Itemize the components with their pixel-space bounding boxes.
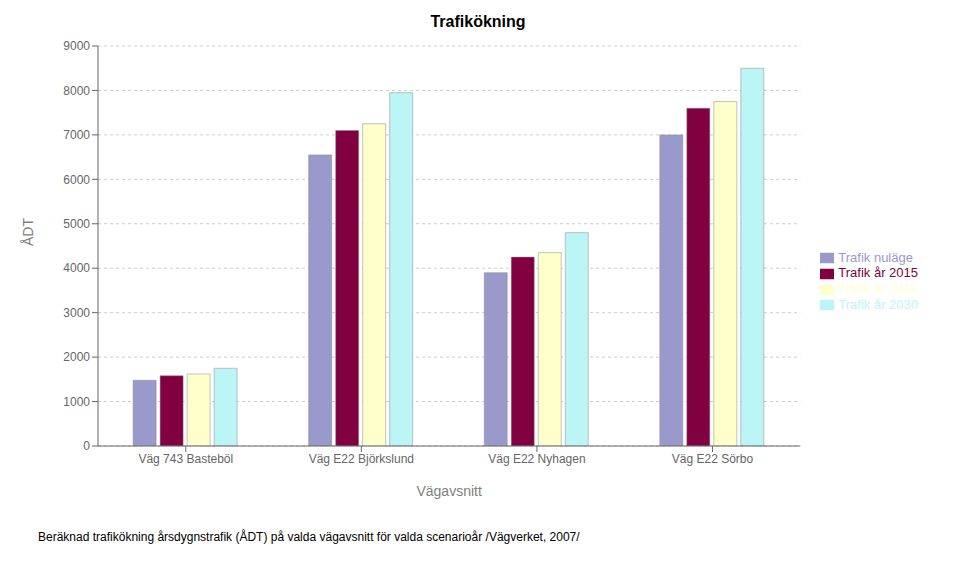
svg-text:4000: 4000 bbox=[63, 261, 90, 275]
svg-text:5000: 5000 bbox=[63, 217, 90, 231]
svg-text:Väg E22 Sörbo: Väg E22 Sörbo bbox=[672, 452, 754, 466]
html-text:Trafik år 2015: Trafik år 2015 bbox=[838, 265, 918, 281]
html-text:Trafik nuläge: Trafik nuläge bbox=[838, 249, 913, 265]
html-text:Beräknad trafikökning årsdygns: Beräknad trafikökning årsdygnstrafik (ÅD… bbox=[38, 530, 580, 544]
svg-text:Vägavsnitt: Vägavsnitt bbox=[416, 483, 481, 499]
svg-text:2000: 2000 bbox=[63, 350, 90, 364]
svg-text:0: 0 bbox=[83, 439, 90, 453]
html-text:Trafik år 2018: Trafik år 2018 bbox=[838, 281, 918, 296]
svg-text:6000: 6000 bbox=[63, 173, 90, 187]
svg-text:7000: 7000 bbox=[63, 128, 90, 142]
svg-text:ÅDT: ÅDT bbox=[20, 218, 36, 246]
svg-text:Väg E22 Björkslund: Väg E22 Björkslund bbox=[309, 452, 414, 466]
svg-text:Väg E22 Nyhagen: Väg E22 Nyhagen bbox=[488, 452, 585, 466]
svg-text:3000: 3000 bbox=[63, 306, 90, 320]
html-text:Trafik år 2030: Trafik år 2030 bbox=[838, 296, 918, 312]
svg-text:9000: 9000 bbox=[63, 39, 90, 53]
svg-text:Väg 743 Basteböl: Väg 743 Basteböl bbox=[138, 452, 233, 466]
svg-text:1000: 1000 bbox=[63, 395, 90, 409]
html-text:Trafikökning: Trafikökning bbox=[430, 13, 526, 30]
svg-text:8000: 8000 bbox=[63, 84, 90, 98]
